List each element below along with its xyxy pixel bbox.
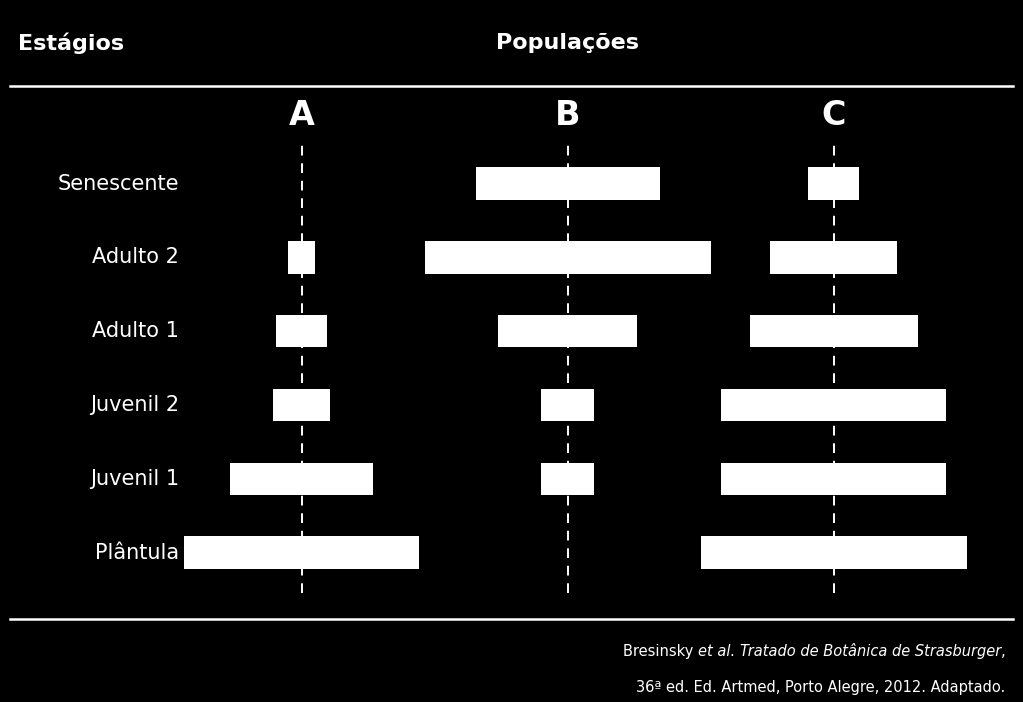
Text: 36ª ed. Ed. Artmed, Porto Alegre, 2012. Adaptado.: 36ª ed. Ed. Artmed, Porto Alegre, 2012. … — [636, 680, 1006, 696]
Text: Bresinsky: Bresinsky — [623, 644, 698, 659]
Bar — [288, 241, 315, 274]
Text: et al: et al — [698, 644, 730, 659]
Bar — [425, 241, 711, 274]
Text: B: B — [555, 99, 580, 132]
Bar — [498, 315, 637, 347]
Bar — [541, 463, 594, 495]
Text: Populações: Populações — [496, 33, 639, 53]
Text: ,: , — [1000, 644, 1006, 659]
Bar — [476, 167, 660, 200]
Text: Tratado de Botânica de Strasburger: Tratado de Botânica de Strasburger — [740, 643, 1000, 659]
Text: Senescente: Senescente — [57, 173, 179, 194]
Text: Adulto 2: Adulto 2 — [92, 247, 179, 267]
Text: Juvenil 1: Juvenil 1 — [90, 469, 179, 489]
Bar — [808, 167, 859, 200]
Bar — [230, 463, 373, 495]
Bar — [184, 536, 419, 569]
Bar — [750, 315, 918, 347]
Bar — [721, 389, 946, 421]
Bar — [541, 389, 594, 421]
Text: Juvenil 2: Juvenil 2 — [90, 395, 179, 415]
Bar — [273, 389, 330, 421]
Text: .: . — [730, 644, 740, 659]
Bar — [770, 241, 897, 274]
Text: A: A — [288, 99, 315, 132]
Text: C: C — [821, 99, 846, 132]
Bar — [701, 536, 967, 569]
Bar — [721, 463, 946, 495]
Text: Estágios: Estágios — [18, 32, 125, 53]
Text: Plântula: Plântula — [95, 543, 179, 562]
Bar — [276, 315, 327, 347]
Text: Adulto 1: Adulto 1 — [92, 321, 179, 341]
